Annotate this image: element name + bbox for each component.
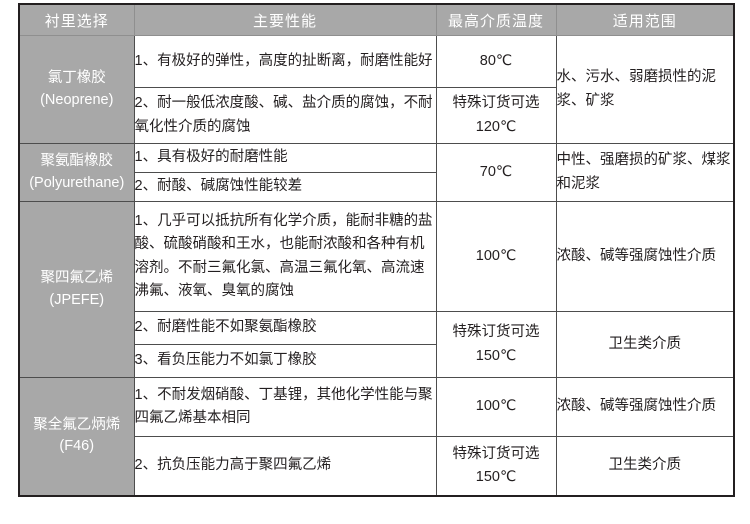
application-scope-cell: 浓酸、碱等强腐蚀性介质 bbox=[555, 377, 735, 437]
application-scope-cell: 卫生类介质 bbox=[555, 436, 735, 496]
max-temperature-cell: 80℃ bbox=[435, 35, 557, 88]
table-row: 2、耐一般低浓度酸、碱、盐介质的腐蚀，不耐氧化性介质的腐蚀 特殊订货可选 120℃ bbox=[19, 87, 734, 144]
table-row: 聚四氟乙烯 (JPEFE) 1、几乎可以抵抗所有化学介质，能耐非糖的盐酸、硫酸硝酸和… bbox=[18, 201, 735, 378]
material-name-zh: 聚全氟乙炳烯 bbox=[33, 417, 121, 434]
max-temperature-text: 特殊订货可选 bbox=[452, 95, 540, 112]
max-temperature-text: 100℃ bbox=[475, 398, 517, 415]
material-name-zh: 氯丁橡胶 bbox=[47, 70, 106, 87]
table-row: 氯丁橡胶 (Neoprene) 1、有极好的弹性，高度的扯断离，耐磨性能好 80℃ 水、… bbox=[18, 35, 735, 144]
material-name-en: (Neoprene) bbox=[40, 91, 114, 108]
performance-cell: 1、不耐发烟硝酸、丁基锂，其他化学性能与聚四氟乙烯基本相同 bbox=[133, 377, 437, 437]
max-temperature-text: 特殊订货可选 bbox=[452, 324, 540, 341]
performance-cell: 2、耐酸、碱腐蚀性能较差 bbox=[133, 172, 437, 202]
max-temperature-cell: 100℃ bbox=[435, 201, 557, 312]
performance-cell: 3、看负压能力不如氯丁橡胶 bbox=[133, 344, 437, 378]
max-temperature-cell: 70℃ bbox=[435, 143, 557, 202]
max-temperature-text: 特殊订货可选 bbox=[452, 445, 540, 462]
material-name-en: (JPEFE) bbox=[49, 291, 105, 308]
max-temperature-text: 120℃ bbox=[475, 118, 517, 135]
column-header-performance: 主要性能 bbox=[133, 3, 437, 36]
max-temperature-text: 150℃ bbox=[475, 347, 517, 364]
application-scope-cell: 浓酸、碱等强腐蚀性介质 bbox=[555, 201, 735, 312]
material-name-cell: 聚全氟乙炳烯 (F46) bbox=[18, 377, 135, 496]
material-name-en: (Polyurethane) bbox=[29, 174, 125, 191]
material-name-cell: 聚氨酯橡胶 (Polyurethane) bbox=[18, 143, 135, 202]
material-name-cell: 聚四氟乙烯 (JPEFE) bbox=[18, 201, 135, 378]
material-name-en: (F46) bbox=[59, 438, 95, 455]
column-header-application-scope: 适用范围 bbox=[555, 3, 735, 36]
table-body: 氯丁橡胶 (Neoprene) 1、有极好的弹性，高度的扯断离，耐磨性能好 80℃ 水、… bbox=[18, 35, 735, 496]
max-temperature-cell: 100℃ bbox=[435, 377, 557, 437]
max-temperature-cell: 特殊订货可选 150℃ bbox=[435, 311, 557, 378]
max-temperature-text: 80℃ bbox=[479, 52, 513, 69]
table-row: 3、看负压能力不如氯丁橡胶 bbox=[19, 344, 734, 378]
table-header: 衬里选择 主要性能 最高介质温度 适用范围 bbox=[18, 3, 735, 36]
column-header-material: 衬里选择 bbox=[18, 3, 135, 36]
material-name-zh: 聚四氟乙烯 bbox=[40, 270, 114, 287]
lining-selection-table-container: 衬里选择 主要性能 最高介质温度 适用范围 氯丁橡胶 (Neoprene) 1、有极… bbox=[18, 3, 735, 511]
column-header-max-temperature: 最高介质温度 bbox=[435, 3, 557, 36]
max-temperature-text: 150℃ bbox=[475, 468, 517, 485]
application-scope-cell: 中性、强磨损的矿浆、煤浆和泥浆 bbox=[555, 143, 735, 202]
max-temperature-cell: 特殊订货可选 150℃ bbox=[435, 436, 557, 496]
table-row: 聚氨酯橡胶 (Polyurethane) 1、具有极好的耐磨性能 70℃ 中性、强磨损的… bbox=[18, 143, 735, 202]
application-scope-cell: 水、污水、弱磨损性的泥浆、矿浆 bbox=[555, 35, 735, 144]
performance-cell: 1、几乎可以抵抗所有化学介质，能耐非糖的盐酸、硫酸硝酸和王水，也能耐浓酸和各种有… bbox=[133, 201, 437, 312]
performance-cell: 2、耐一般低浓度酸、碱、盐介质的腐蚀，不耐氧化性介质的腐蚀 bbox=[133, 87, 437, 144]
table-row: 聚全氟乙炳烯 (F46) 1、不耐发烟硝酸、丁基锂，其他化学性能与聚四氟乙烯基本相同… bbox=[18, 377, 735, 496]
performance-cell: 2、耐磨性能不如聚氨酯橡胶 bbox=[133, 311, 437, 345]
material-name-cell: 氯丁橡胶 (Neoprene) bbox=[18, 35, 135, 144]
performance-cell: 1、有极好的弹性，高度的扯断离，耐磨性能好 bbox=[133, 35, 437, 88]
max-temperature-text: 100℃ bbox=[475, 247, 517, 264]
max-temperature-text: 70℃ bbox=[479, 163, 513, 180]
performance-cell: 2、抗负压能力高于聚四氟乙烯 bbox=[133, 436, 437, 496]
max-temperature-cell: 特殊订货可选 120℃ bbox=[435, 87, 557, 144]
table-row: 2、抗负压能力高于聚四氟乙烯 特殊订货可选 150℃ 卫生类介质 bbox=[19, 436, 735, 496]
performance-cell: 1、具有极好的耐磨性能 bbox=[133, 143, 437, 173]
material-name-zh: 聚氨酯橡胶 bbox=[40, 153, 114, 170]
table-row: 2、耐磨性能不如聚氨酯橡胶 特殊订货可选 150℃ 卫生类介质 bbox=[19, 311, 735, 378]
header-row: 衬里选择 主要性能 最高介质温度 适用范围 bbox=[18, 3, 735, 36]
table-row: 2、耐酸、碱腐蚀性能较差 bbox=[19, 172, 734, 202]
application-scope-cell: 卫生类介质 bbox=[555, 311, 735, 378]
lining-selection-table: 衬里选择 主要性能 最高介质温度 适用范围 氯丁橡胶 (Neoprene) 1、有极… bbox=[18, 3, 735, 497]
